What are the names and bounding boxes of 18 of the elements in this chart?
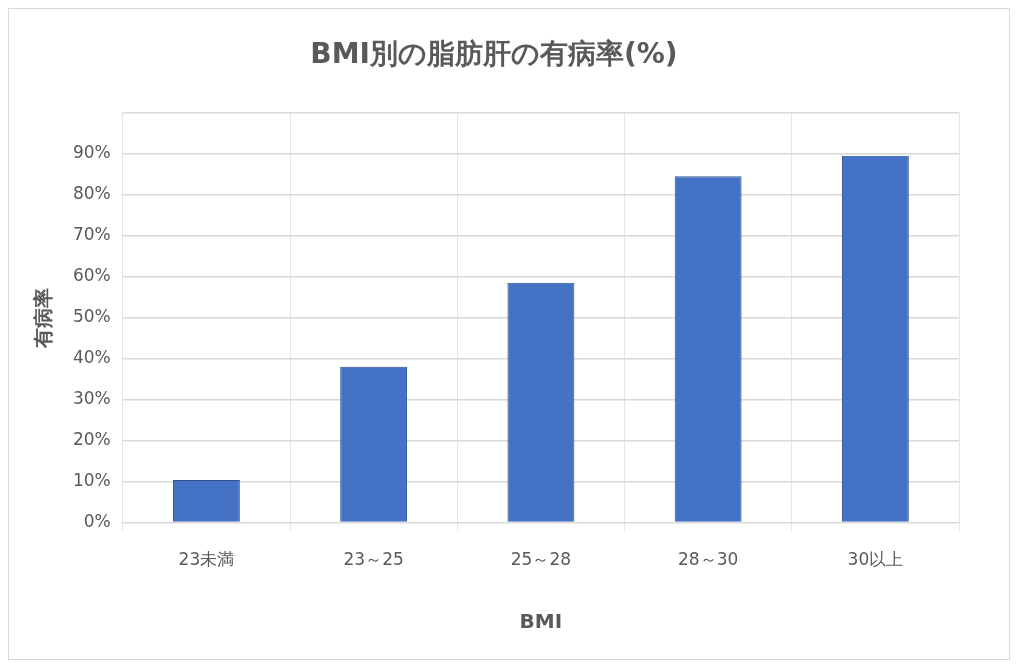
x-tick-label: 25～28	[510, 549, 572, 570]
x-tick-label: 23未満	[178, 549, 235, 570]
x-tick-label: 28～30	[678, 549, 739, 570]
y-tick-label: 20%	[72, 429, 111, 450]
y-tick-label: 0%	[83, 511, 111, 532]
x-tick-label: 30以上	[847, 549, 904, 570]
y-tick-label: 80%	[72, 183, 111, 204]
y-tick-label: 90%	[72, 142, 111, 163]
x-tick-label: 23～25	[343, 549, 404, 570]
x-axis-title: BMI	[519, 609, 563, 634]
y-tick-label: 50%	[72, 306, 111, 327]
chart-title: BMI別の脂肪肝の有病率(%)	[310, 37, 678, 71]
y-tick-label: 70%	[72, 224, 111, 245]
y-tick-label: 10%	[72, 470, 111, 491]
y-tick-label: 40%	[72, 347, 111, 368]
y-tick-label: 30%	[72, 388, 111, 409]
y-axis-title: 有病率	[31, 287, 56, 349]
y-tick-label: 60%	[72, 265, 111, 286]
